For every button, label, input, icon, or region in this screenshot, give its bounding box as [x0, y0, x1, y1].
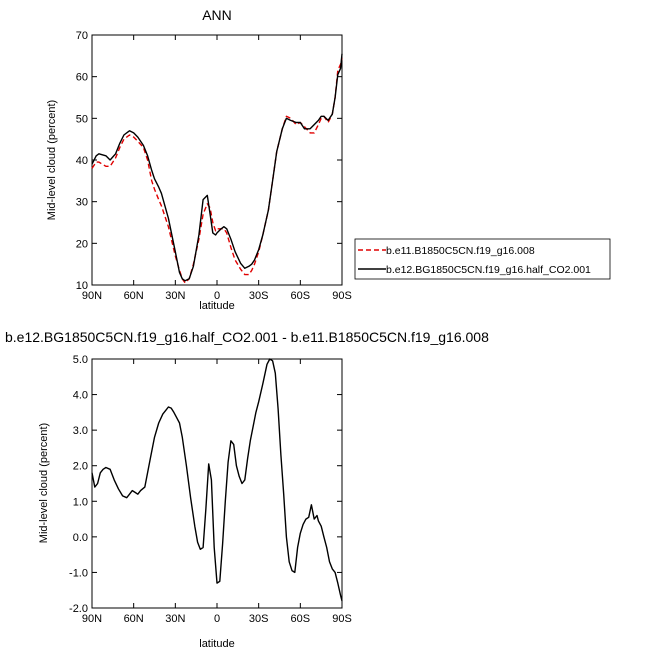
top-chart-title: ANN [202, 7, 232, 23]
top-y-tick-label: 60 [76, 72, 88, 84]
bottom-x-tick-label: 30N [165, 613, 185, 625]
bottom-y-tick-label: 1.0 [73, 496, 88, 508]
bottom-x-tick-label: 0 [214, 613, 220, 625]
top-series-line-1 [91, 57, 343, 284]
bottom-x-tick-label: 90N [82, 613, 102, 625]
legend-box [354, 238, 611, 280]
top-plot-area: 90N 60N 30N 0 30S 60S 90S 10 20 30 40 50 60 70 [76, 30, 352, 302]
bottom-y-axis-label: Mid-level cloud (percent) [38, 423, 50, 543]
top-x-tick-label: 90S [332, 290, 352, 302]
legend-label-series-2: b.e12.BG1850C5CN.f19_g16.half_CO2.001 [386, 264, 591, 276]
top-axis-ticks: 90N 60N 30N 0 30S 60S 90S 10 20 30 40 50 60 70 [76, 30, 352, 302]
top-series-lines [91, 53, 343, 284]
top-x-tick-label: 30N [165, 290, 185, 302]
bottom-y-tick-label: 2.0 [73, 461, 88, 473]
top-x-tick-label: 90N [82, 290, 102, 302]
top-x-axis-label: latitude [199, 300, 234, 312]
bottom-series-line-1 [91, 358, 343, 602]
legend-label-series-1: b.e11.B1850C5CN.f19_g16.008 [386, 245, 535, 257]
bottom-x-tick-label: 60S [291, 613, 311, 625]
top-series-line-2 [91, 53, 343, 282]
top-legend: b.e11.B1850C5CN.f19_g16.008 b.e12.BG1850… [354, 238, 611, 280]
bottom-x-axis-label: latitude [199, 638, 234, 650]
top-x-tick-label: 30S [249, 290, 269, 302]
bottom-plot-area: 90N 60N 30N 0 30S 60S 90S -2.0 -1.0 0.0 1.0 2.0 3.0 4… [69, 354, 352, 625]
bottom-y-tick-label: 3.0 [73, 425, 88, 437]
top-panel: ANN 90N 60N 30N 0 30S 60S 90S 10 20 30 40 50 60 70 la… [46, 7, 611, 312]
top-y-tick-label: 30 [76, 197, 88, 209]
bottom-axis-ticks: 90N 60N 30N 0 30S 60S 90S -2.0 -1.0 0.0 1.0 2.0 3.0 4… [69, 354, 352, 625]
bottom-plot-frame [91, 358, 343, 609]
top-y-tick-label: 40 [76, 155, 88, 167]
bottom-y-tick-label: 0.0 [73, 532, 88, 544]
bottom-y-tick-label: -1.0 [69, 567, 88, 579]
top-y-tick-label: 10 [76, 280, 88, 292]
top-y-axis-label: Mid-level cloud (percent) [46, 100, 58, 220]
top-x-tick-label: 0 [214, 290, 220, 302]
top-plot-frame [91, 34, 343, 286]
bottom-panel: b.e12.BG1850C5CN.f19_g16.half_CO2.001 - … [5, 329, 489, 650]
bottom-y-tick-label: 4.0 [73, 390, 88, 402]
top-x-tick-label: 60S [291, 290, 311, 302]
bottom-y-tick-label: 5.0 [73, 354, 88, 366]
bottom-series-lines [91, 358, 343, 602]
top-x-tick-label: 60N [124, 290, 144, 302]
top-y-tick-label: 70 [76, 30, 88, 42]
bottom-x-tick-label: 60N [124, 613, 144, 625]
bottom-x-tick-label: 30S [249, 613, 269, 625]
top-y-tick-label: 50 [76, 113, 88, 125]
bottom-chart-title: b.e12.BG1850C5CN.f19_g16.half_CO2.001 - … [5, 329, 489, 345]
top-y-tick-label: 20 [76, 238, 88, 250]
bottom-y-tick-label: -2.0 [69, 603, 88, 615]
bottom-x-tick-label: 90S [332, 613, 352, 625]
